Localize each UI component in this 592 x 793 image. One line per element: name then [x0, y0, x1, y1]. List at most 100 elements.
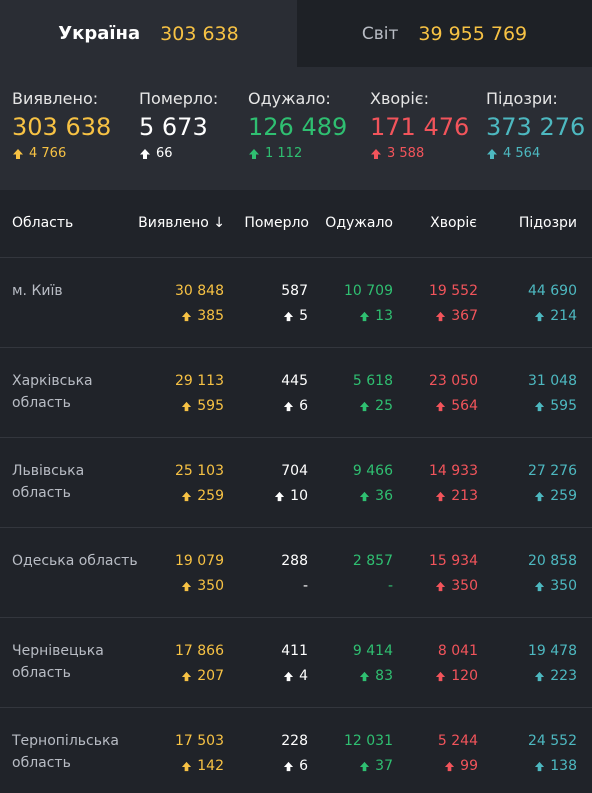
cell-sick: 19 552 367 [429, 280, 478, 327]
cell-sick-delta: 350 [429, 575, 478, 597]
stat-delta: 66 [139, 146, 218, 161]
tab-ukraine[interactable]: Україна 303 638 [0, 0, 297, 67]
header-sick[interactable]: Хворіє [430, 215, 477, 231]
cell-detected-delta-value: 595 [197, 398, 224, 414]
cell-sick: 14 933 213 [429, 460, 478, 507]
cell-suspected-delta-value: 259 [550, 488, 577, 504]
arrow-up-icon [283, 401, 294, 411]
arrow-up-icon [360, 671, 370, 681]
stat-value: 303 638 [12, 113, 112, 141]
cell-detected-delta-value: 207 [197, 668, 224, 684]
arrow-up-icon [182, 491, 192, 501]
cell-detected-delta: 142 [175, 755, 224, 777]
cell-suspected: 19 478 223 [528, 640, 577, 687]
cell-detected: 30 848 385 [175, 280, 224, 327]
arrow-up-icon [436, 491, 446, 501]
cell-recovered-delta-value: 13 [375, 308, 393, 324]
cell-suspected-value: 44 690 [528, 283, 577, 299]
cell-sick: 8 041 120 [435, 640, 478, 687]
stat-delta: 4 766 [12, 146, 111, 161]
cell-sick-delta-value: 120 [451, 668, 478, 684]
cell-recovered-delta: 13 [344, 305, 393, 327]
header-recovered[interactable]: Одужало [325, 215, 393, 231]
cell-recovered-delta-value: - [387, 578, 393, 594]
stat-value: 5 673 [139, 113, 208, 141]
cell-died: 228 6 [281, 730, 308, 777]
cell-sick-value: 14 933 [429, 463, 478, 479]
cell-suspected-delta: 595 [528, 395, 577, 417]
tab-world[interactable]: Світ 39 955 769 [297, 0, 592, 67]
cell-died: 411 4 [281, 640, 308, 687]
cell-sick-delta: 213 [429, 485, 478, 507]
cell-sick-value: 23 050 [429, 373, 478, 389]
stat-recovered: Одужало: 126 489 1 112 [248, 89, 347, 161]
cell-sick-delta-value: 350 [451, 578, 478, 594]
cell-recovered-delta: 37 [344, 755, 393, 777]
table-row[interactable]: Одеська область 19 079 350 288 - 2 857 - 15 934… [0, 528, 592, 618]
table-row[interactable]: Львівська область 25 103 259 704 10 9 466 36 14… [0, 438, 592, 528]
cell-died: 587 5 [281, 280, 308, 327]
header-died[interactable]: Померло [244, 215, 309, 231]
cell-detected-value: 25 103 [175, 463, 224, 479]
table-row[interactable]: Чернівецька область 17 866 207 411 4 9 414 83 8… [0, 618, 592, 708]
arrow-up-icon [360, 491, 370, 501]
stat-delta-value: 66 [156, 146, 173, 161]
header-region[interactable]: Область [12, 215, 74, 231]
table-row[interactable]: м. Київ 30 848 385 587 5 10 709 13 19 552 367 44 … [0, 258, 592, 348]
arrow-up-icon [360, 401, 370, 411]
stat-delta-value: 4 766 [29, 146, 67, 161]
table-row[interactable]: Тернопільська область 17 503 142 228 6 12 031… [0, 708, 592, 793]
arrow-up-icon [182, 671, 192, 681]
arrow-up-icon [182, 581, 192, 591]
cell-sick-value: 19 552 [429, 283, 478, 299]
cell-died-delta-value: 5 [299, 308, 308, 324]
region-name: Чернівецька область [12, 643, 104, 681]
arrow-up-icon [182, 311, 192, 321]
header-detected[interactable]: Виявлено ↓ [138, 215, 225, 231]
cell-died-delta-value: 4 [299, 668, 308, 684]
cell-detected: 17 503 142 [175, 730, 224, 777]
region-name: Тернопільська область [12, 733, 119, 771]
stat-delta-value: 1 112 [265, 146, 303, 161]
stat-label: Одужало: [248, 89, 331, 108]
cell-recovered-value: 9 414 [352, 643, 393, 659]
cell-recovered-delta: 36 [353, 485, 393, 507]
cell-sick: 5 244 99 [438, 730, 478, 777]
stat-value: 126 489 [248, 113, 348, 141]
cell-died-value: 587 [281, 283, 308, 299]
cell-suspected: 27 276 259 [528, 460, 577, 507]
cell-sick-value: 5 244 [437, 733, 478, 749]
cell-detected-delta: 350 [175, 575, 224, 597]
cell-sick-delta-value: 564 [451, 398, 478, 414]
cell-sick-value: 15 934 [429, 553, 478, 569]
arrow-up-icon [249, 148, 259, 159]
tab-ukraine-count: 303 638 [160, 22, 239, 45]
header-detected-label: Виявлено [138, 215, 209, 231]
cell-suspected-delta-value: 138 [550, 758, 577, 774]
cell-recovered: 9 466 36 [353, 460, 393, 507]
tab-world-count: 39 955 769 [418, 22, 528, 45]
table-header: Область Виявлено ↓ Померло Одужало Хворі… [0, 190, 592, 258]
cell-died-delta: 10 [274, 485, 308, 507]
stat-suspected: Підозри: 373 276 4 564 [486, 89, 585, 161]
cell-recovered-value: 10 709 [344, 283, 393, 299]
cell-recovered-delta: 25 [353, 395, 393, 417]
cell-sick-delta: 367 [429, 305, 478, 327]
cell-died: 288 - [281, 550, 308, 597]
cell-died: 704 10 [274, 460, 308, 507]
region-name: Львівська область [12, 463, 85, 501]
stat-delta-value: 4 564 [503, 146, 541, 161]
cell-sick-delta-value: 99 [460, 758, 478, 774]
arrow-up-icon [436, 311, 446, 321]
cell-sick: 23 050 564 [429, 370, 478, 417]
cell-suspected-delta-value: 350 [550, 578, 577, 594]
cell-detected-delta-value: 259 [197, 488, 224, 504]
table-row[interactable]: Харківська область 29 113 595 445 6 5 618 25 23… [0, 348, 592, 438]
region-name: Харківська область [12, 373, 93, 411]
cell-suspected-delta: 259 [528, 485, 577, 507]
stat-died: Померло: 5 673 66 [139, 89, 218, 161]
cell-suspected-delta: 138 [528, 755, 577, 777]
arrow-up-icon [535, 401, 545, 411]
tab-world-label: Світ [361, 23, 399, 44]
header-suspected[interactable]: Підозри [518, 215, 577, 231]
